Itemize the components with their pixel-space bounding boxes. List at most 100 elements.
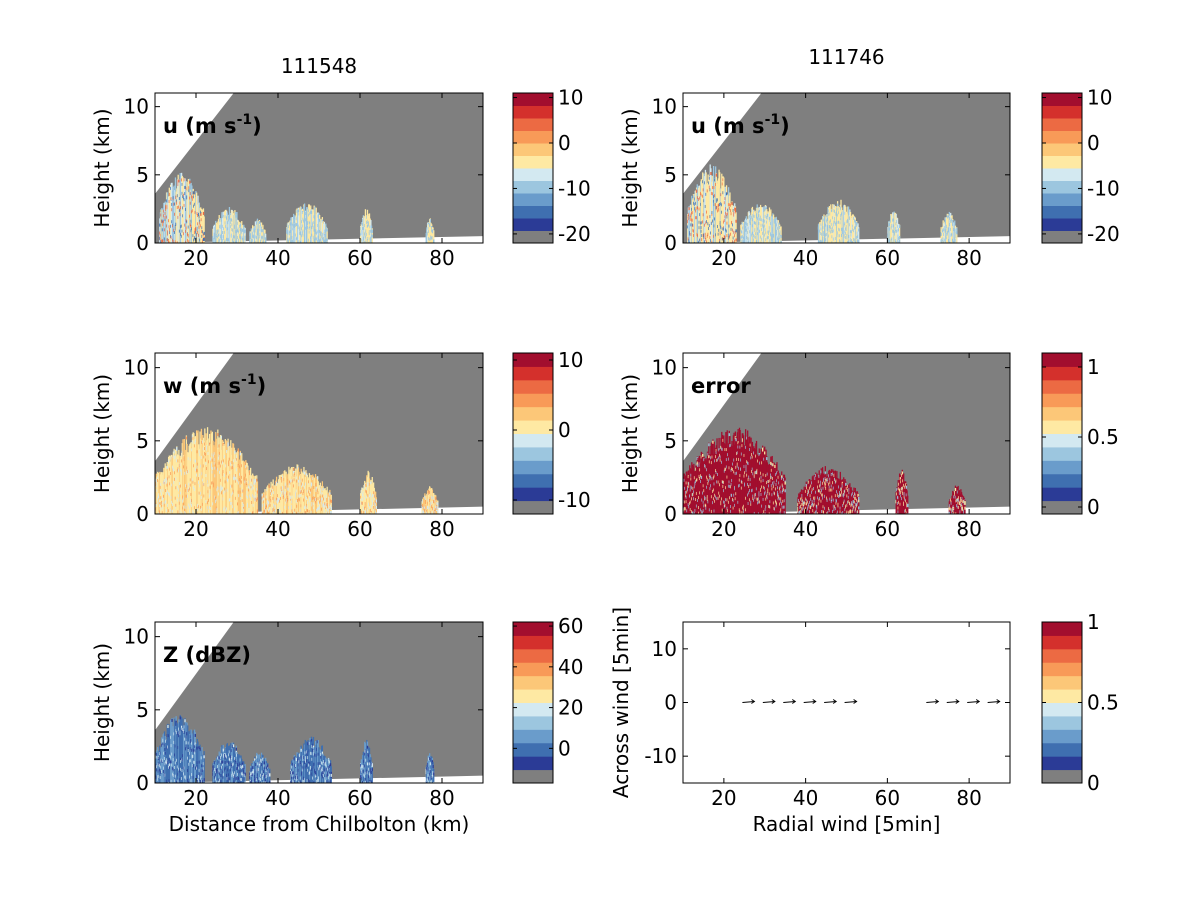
echo-detail: [182, 499, 184, 503]
echo-detail: [839, 238, 841, 242]
echo-detail: [948, 512, 950, 514]
echo-detail: [733, 493, 735, 497]
echo-detail: [249, 472, 251, 476]
echo-cell: [315, 207, 317, 243]
colorbar-swatch: [1042, 193, 1082, 206]
echo-cell: [186, 181, 188, 243]
echo-detail: [735, 492, 737, 496]
echo-detail: [312, 502, 315, 506]
echo-detail: [216, 780, 218, 783]
echo-detail: [293, 220, 295, 224]
colorbar-swatch: [513, 230, 553, 244]
echo-cell: [730, 446, 732, 514]
echo-detail: [730, 505, 732, 509]
echo-cell: [255, 224, 257, 243]
echo-cell: [181, 443, 183, 514]
echo-detail: [362, 220, 365, 224]
echo-detail: [224, 753, 226, 757]
echo-detail: [157, 476, 159, 480]
echo-detail: [250, 483, 252, 487]
echo-detail: [177, 779, 179, 783]
echo-cell: [740, 442, 743, 514]
echo-cell: [222, 744, 224, 783]
colorbar-swatch: [513, 420, 553, 434]
echo-detail: [274, 512, 276, 514]
echo-cell: [427, 493, 429, 514]
echo-cell: [692, 194, 694, 243]
echo-detail: [897, 229, 899, 233]
echo-detail: [797, 503, 799, 507]
echo-detail: [856, 504, 858, 508]
echo-detail: [308, 230, 311, 234]
echo-detail: [257, 764, 259, 768]
echo-detail: [223, 236, 225, 240]
echo-detail: [249, 494, 251, 498]
echo-detail: [691, 497, 693, 501]
echo-detail: [847, 510, 850, 514]
echo-cell: [775, 464, 777, 514]
echo-detail: [288, 225, 290, 229]
echo-detail: [184, 508, 186, 512]
echo-detail: [327, 505, 329, 509]
echo-detail: [324, 495, 326, 499]
echo-detail: [889, 232, 891, 236]
echo-detail: [308, 509, 311, 513]
echo-detail: [239, 770, 241, 774]
echo-cell: [898, 224, 901, 243]
echo-detail: [705, 192, 707, 196]
echo-detail: [712, 195, 715, 199]
echo-detail: [783, 505, 786, 509]
echo-detail: [187, 756, 189, 760]
echo-cell: [219, 444, 221, 514]
echo-cell: [212, 228, 214, 243]
echo-detail: [843, 228, 845, 232]
echo-detail: [715, 183, 717, 187]
echo-cell: [281, 478, 283, 514]
echo-detail: [736, 471, 738, 475]
echo-detail: [804, 497, 807, 501]
echo-cell: [196, 430, 198, 514]
echo-cell: [738, 442, 740, 514]
echo-detail: [429, 511, 431, 514]
echo-cell: [906, 490, 908, 514]
echo-cell: [227, 438, 229, 514]
echo-detail: [292, 479, 294, 483]
echo-detail: [771, 463, 773, 467]
echo-detail: [165, 199, 168, 203]
echo-detail: [683, 509, 685, 513]
echo-cell: [173, 717, 175, 783]
echo-detail: [824, 471, 826, 475]
echo-detail: [184, 185, 186, 189]
echo-detail: [899, 488, 901, 492]
echo-cell: [722, 436, 724, 514]
echo-detail: [768, 216, 771, 220]
echo-detail: [181, 182, 183, 186]
echo-detail: [834, 477, 836, 481]
echo-detail: [702, 188, 705, 192]
echo-detail: [806, 502, 808, 506]
echo-detail: [721, 497, 723, 501]
echo-detail: [776, 232, 778, 236]
echo-detail: [852, 501, 854, 505]
no-data-region: [155, 622, 483, 783]
echo-detail: [200, 776, 202, 780]
echo-cell: [362, 488, 365, 514]
echo-detail: [369, 495, 371, 499]
echo-detail: [185, 506, 188, 510]
echo-detail: [759, 217, 762, 221]
echo-detail: [751, 233, 753, 237]
echo-detail: [307, 495, 309, 499]
echo-cell: [254, 226, 256, 243]
echo-cell: [191, 446, 193, 514]
echo-cell: [270, 481, 272, 514]
echo-detail: [165, 224, 168, 228]
echo-detail: [156, 484, 158, 488]
echo-detail: [310, 484, 313, 488]
echo-cell: [809, 479, 811, 514]
echo-detail: [843, 240, 845, 243]
echo-cell: [202, 434, 204, 514]
echo-detail: [329, 492, 331, 496]
echo-detail: [176, 241, 179, 243]
echo-detail: [189, 505, 191, 509]
echo-detail: [173, 202, 175, 206]
